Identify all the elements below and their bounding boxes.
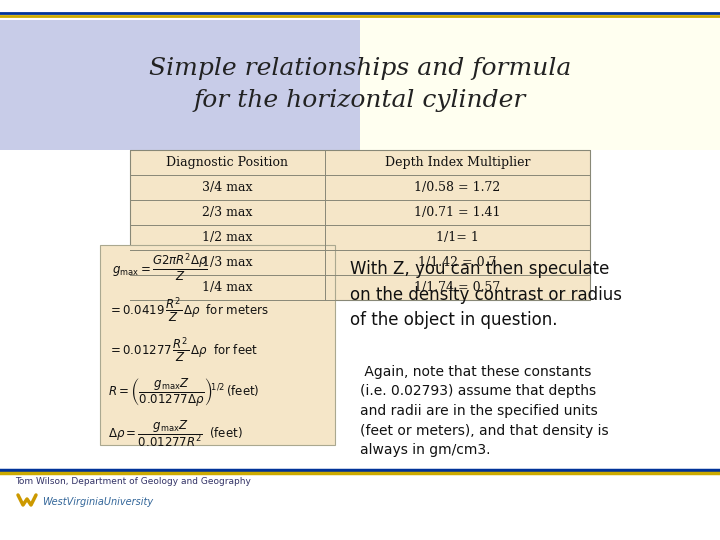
Text: 1/0.58 = 1.72: 1/0.58 = 1.72	[415, 181, 500, 194]
Text: $g_{\mathrm{max}} = \dfrac{G2\pi R^2 \Delta\rho}{Z}$: $g_{\mathrm{max}} = \dfrac{G2\pi R^2 \De…	[112, 252, 208, 284]
Bar	[100, 245, 335, 445]
Text: Again, note that these constants
(i.e. 0.02793) assume that depths
and radii are: Again, note that these constants (i.e. 0…	[360, 365, 608, 457]
Text: Simple relationships and formula
for the horizontal cylinder: Simple relationships and formula for the…	[149, 57, 571, 112]
Text: $R = \left(\dfrac{g_{\mathrm{max}}Z}{0.01277\Delta\rho}\right)^{\!1/2}\!$ (feet): $R = \left(\dfrac{g_{\mathrm{max}}Z}{0.0…	[108, 376, 259, 408]
Text: With Z, you can then speculate
on the density contrast or radius
of the object i: With Z, you can then speculate on the de…	[350, 260, 622, 329]
Text: Depth Index Multiplier: Depth Index Multiplier	[384, 156, 530, 169]
Text: WestVirginiaUniversity: WestVirginiaUniversity	[42, 497, 153, 507]
Text: 1/1= 1: 1/1= 1	[436, 231, 479, 244]
Bar	[130, 150, 590, 300]
Bar	[0, 20, 360, 150]
Text: 1/0.71 = 1.41: 1/0.71 = 1.41	[414, 206, 500, 219]
Bar	[360, 20, 720, 150]
Text: $= 0.0419\,\dfrac{R^2}{Z}\,\Delta\rho\;$ for meters: $= 0.0419\,\dfrac{R^2}{Z}\,\Delta\rho\;$…	[108, 295, 269, 325]
Text: $\Delta\rho = \dfrac{g_{\mathrm{max}}Z}{0.01277R^2}\;$ (feet): $\Delta\rho = \dfrac{g_{\mathrm{max}}Z}{…	[108, 418, 243, 449]
Text: 1/4 max: 1/4 max	[202, 281, 253, 294]
Text: 1/2 max: 1/2 max	[202, 231, 253, 244]
Text: 2/3 max: 2/3 max	[202, 206, 253, 219]
Text: 1/3 max: 1/3 max	[202, 256, 253, 269]
Text: $= 0.01277\,\dfrac{R^2}{Z}\,\Delta\rho\;$ for feet: $= 0.01277\,\dfrac{R^2}{Z}\,\Delta\rho\;…	[108, 335, 258, 364]
Text: 1/1.74 = 0.57: 1/1.74 = 0.57	[415, 281, 500, 294]
Text: 3/4 max: 3/4 max	[202, 181, 253, 194]
Text: Diagnostic Position: Diagnostic Position	[166, 156, 289, 169]
Text: Tom Wilson, Department of Geology and Geography: Tom Wilson, Department of Geology and Ge…	[15, 477, 251, 486]
Text: 1/1.42 = 0.7: 1/1.42 = 0.7	[418, 256, 497, 269]
